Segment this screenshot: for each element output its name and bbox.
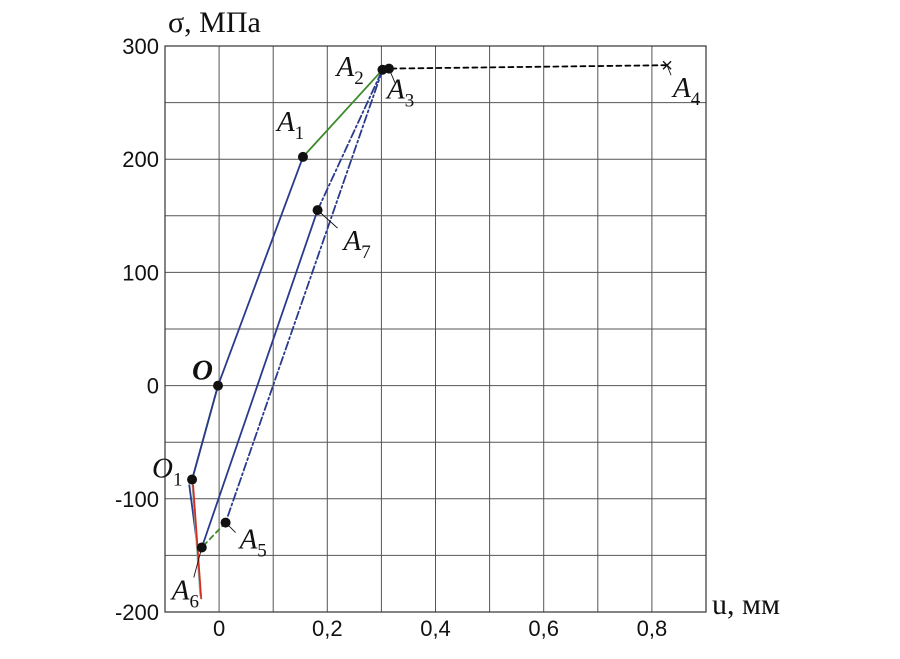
point-label-base: A (671, 72, 691, 104)
leader-line (317, 209, 338, 229)
chart-tick-labels: 0 0,2 0,4 0,6 0,8 300 200 100 0 -100 -200 (115, 34, 667, 641)
point-label-a2: A2 (334, 51, 363, 89)
series-line (192, 484, 203, 600)
point-label-subscript: 1 (295, 123, 305, 144)
point-label-base: A (238, 524, 258, 556)
point-marker-o1 (187, 474, 198, 485)
point-label-a3: A3 (385, 74, 414, 112)
point-label-subscript: 1 (173, 470, 183, 491)
point-label-base: A (275, 106, 295, 138)
point-label-subscript: 7 (361, 242, 371, 263)
chart-series (188, 64, 668, 600)
series-line (224, 68, 384, 524)
point-label-base: O (192, 355, 213, 387)
leader-line (225, 522, 236, 533)
point-label-subscript: 4 (691, 89, 701, 110)
leader-line (666, 65, 672, 76)
point-label-a5: A5 (238, 524, 267, 562)
point-marker-o (213, 380, 224, 391)
point-label-o1: O1 (152, 453, 182, 491)
chart-grid (164, 45, 707, 613)
leader-line (193, 547, 203, 578)
series-line (191, 384, 219, 481)
point-label-base: A (170, 574, 190, 606)
point-label-base: A (342, 225, 362, 257)
y-tick-label: -200 (115, 600, 159, 625)
point-label-base: A (334, 51, 354, 83)
point-label-a6: A6 (170, 574, 199, 612)
point-label-subscript: 6 (190, 591, 200, 612)
x-axis-title-text: u, мм (712, 588, 780, 621)
point-label-a1: A1 (275, 106, 304, 144)
x-axis-title: u, мм (712, 588, 780, 621)
point-label-subscript: 2 (354, 68, 364, 89)
point-label-a7: A7 (342, 225, 371, 263)
leader-line (388, 68, 396, 83)
point-marker-a1 (297, 151, 308, 162)
y-tick-label: -100 (115, 487, 159, 512)
series-line (200, 521, 227, 549)
y-tick-label: 100 (122, 260, 159, 285)
point-label-base: A (385, 74, 405, 106)
point-label-subscript: 5 (257, 541, 267, 562)
series-line (316, 68, 384, 212)
y-axis-title: σ, МПа (168, 6, 261, 39)
series-line (302, 68, 384, 158)
y-tick-label: 300 (122, 34, 159, 59)
x-tick-label: 0,6 (528, 616, 559, 641)
x-tick-label: 0,2 (312, 616, 343, 641)
y-tick-label: 200 (122, 147, 159, 172)
x-tick-label: 0,4 (420, 616, 451, 641)
point-label-subscript: 3 (405, 91, 415, 112)
series-line (200, 209, 319, 549)
point-label-o: O (192, 355, 213, 387)
series-line (217, 155, 304, 387)
point-label-base: O (152, 453, 173, 485)
x-tick-label: 0,8 (637, 616, 668, 641)
x-tick-label: 0 (213, 616, 225, 641)
y-tick-label: 0 (147, 374, 159, 399)
point-label-a4: A4 (671, 72, 701, 110)
plot-frame (164, 45, 707, 613)
series-line (381, 64, 668, 71)
chart-point-markers (187, 60, 672, 553)
